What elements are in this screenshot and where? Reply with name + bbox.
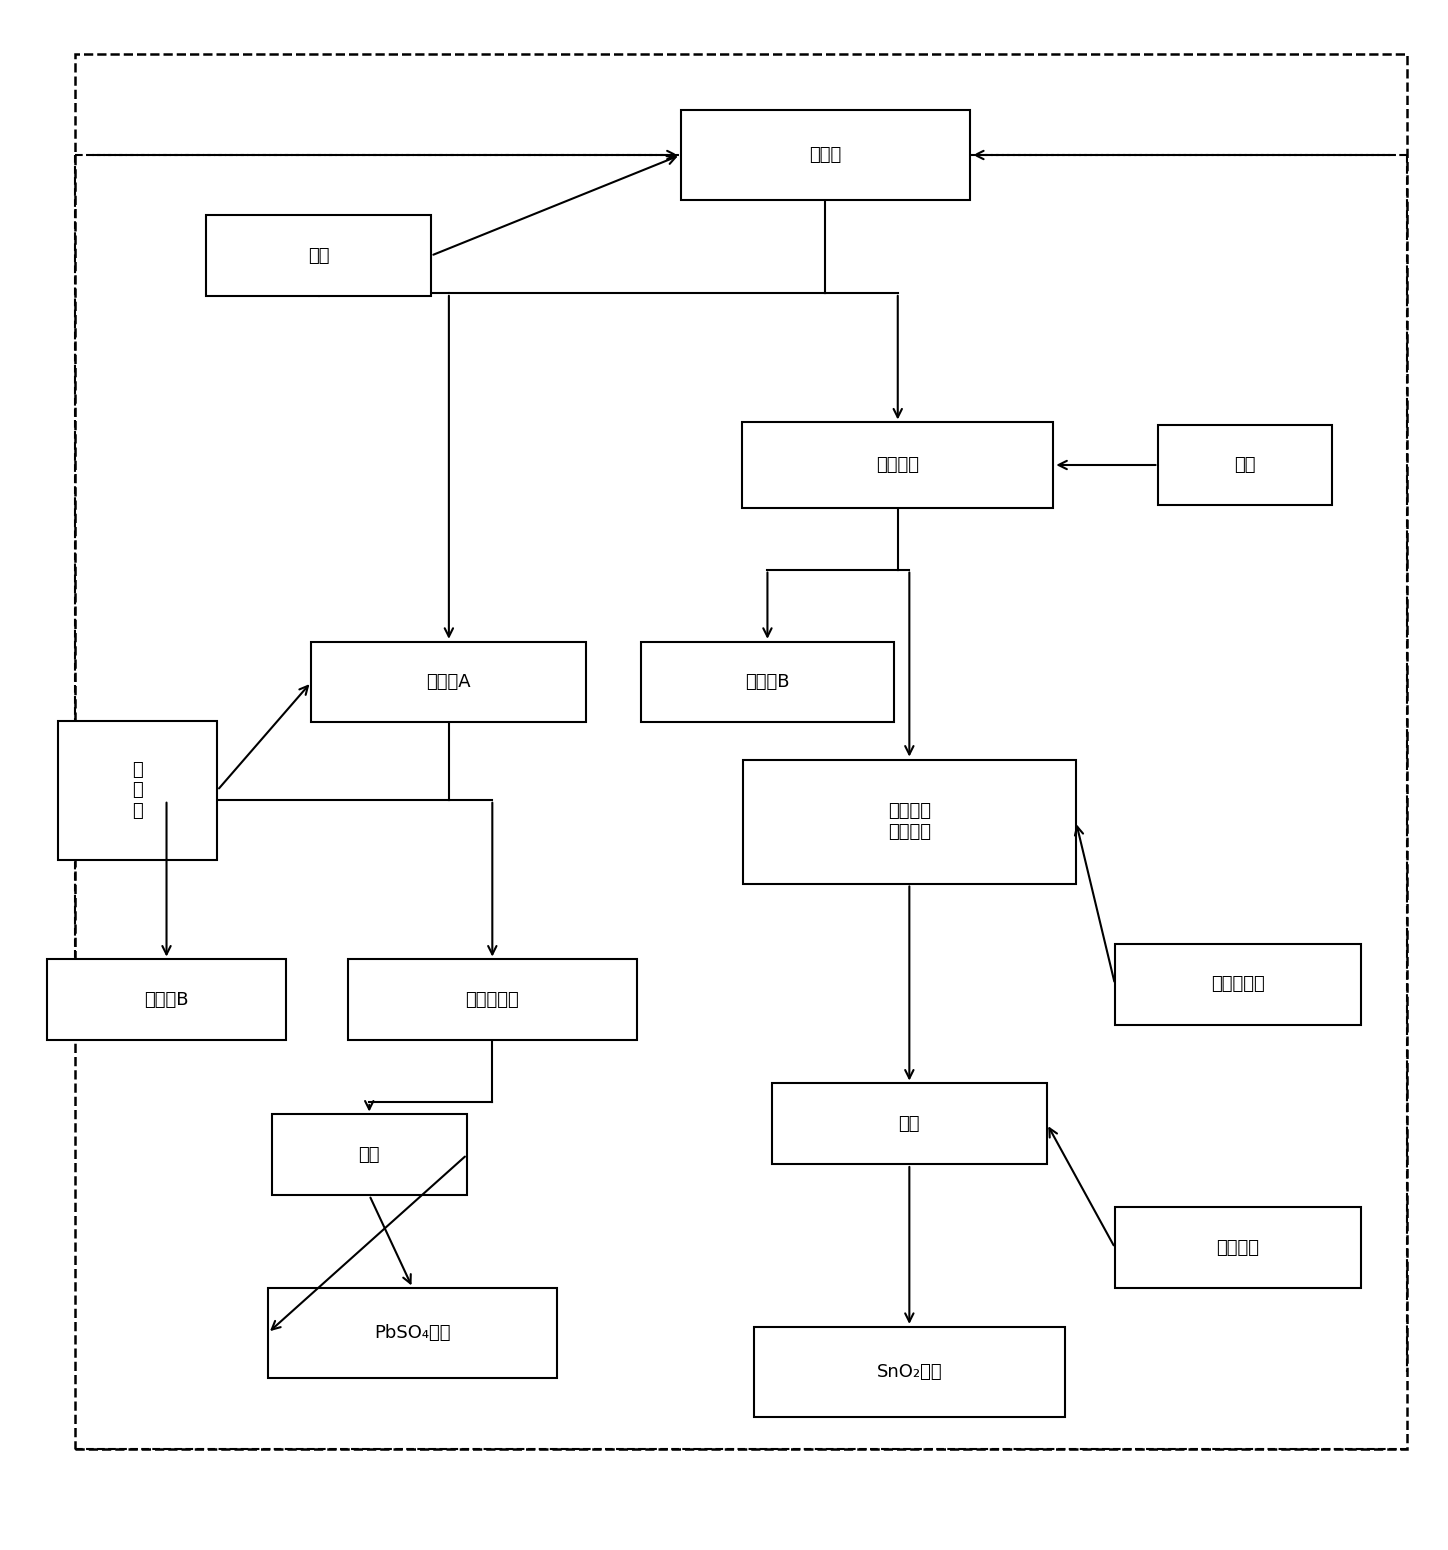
Text: 烘干: 烘干	[359, 1145, 379, 1164]
Text: PbSO₄产品: PbSO₄产品	[375, 1324, 450, 1342]
Bar	[207, 215, 432, 296]
Bar	[272, 1114, 466, 1195]
Bar	[311, 642, 586, 722]
Bar	[268, 1288, 557, 1378]
Text: 曝气: 曝气	[308, 246, 329, 265]
Text: 硫酸铅沉淀: 硫酸铅沉淀	[465, 990, 520, 1009]
Text: 稀
硫
酸: 稀 硫 酸	[132, 761, 143, 820]
Bar	[1115, 1207, 1361, 1288]
Text: 锡酸沉淀: 锡酸沉淀	[876, 456, 919, 474]
Bar	[1115, 944, 1361, 1025]
Bar	[753, 1327, 1064, 1417]
Bar	[772, 1083, 1047, 1164]
Text: 洗涤过的
锡酸沉淀: 洗涤过的 锡酸沉淀	[888, 801, 931, 842]
Bar	[743, 760, 1076, 884]
Text: 剥离液: 剥离液	[809, 146, 841, 164]
Text: 洗涤: 洗涤	[1235, 456, 1255, 474]
Bar	[46, 959, 287, 1040]
Bar	[741, 422, 1053, 508]
Bar	[640, 642, 893, 722]
Text: 洗涤液B: 洗涤液B	[746, 673, 789, 691]
Text: 烘干、破碎: 烘干、破碎	[1211, 975, 1266, 994]
Bar	[681, 110, 970, 200]
Text: 上清液B: 上清液B	[145, 990, 188, 1009]
Text: 加热脱水: 加热脱水	[1216, 1238, 1260, 1257]
Bar	[58, 721, 217, 860]
Bar	[348, 959, 637, 1040]
Text: 粉体: 粉体	[899, 1114, 919, 1133]
Bar	[1158, 425, 1332, 505]
Text: 上清液A: 上清液A	[427, 673, 471, 691]
Text: SnO₂产品: SnO₂产品	[876, 1362, 943, 1381]
